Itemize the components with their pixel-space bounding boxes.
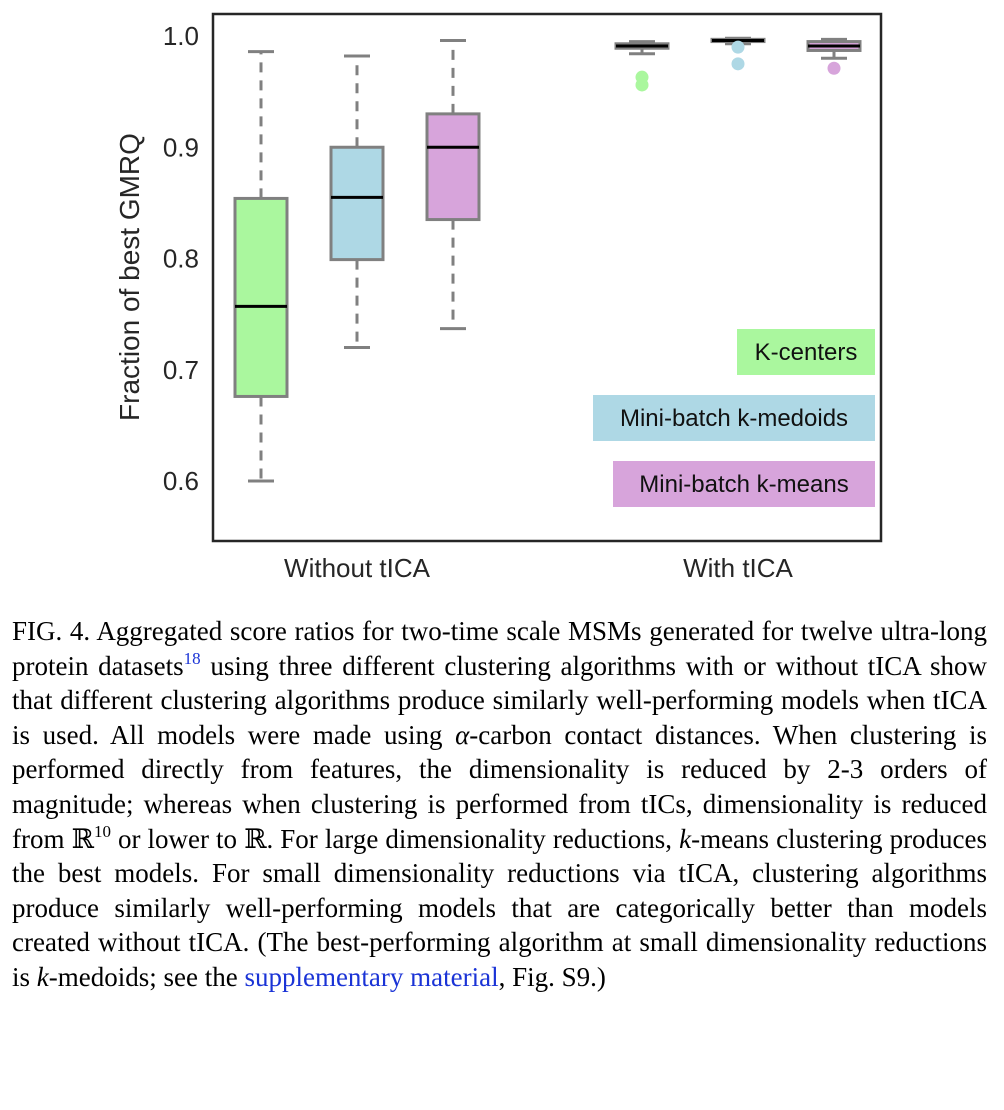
box-plot-chart: 0.6 0.7 0.8 0.9 1.0 Fraction of best GMRQ With…	[114, 12, 883, 583]
legend-label: Mini-batch k-medoids	[620, 405, 848, 432]
box	[233, 196, 289, 398]
figure-label: FIG. 4.	[12, 616, 91, 646]
citation-18[interactable]: 18	[183, 648, 201, 668]
y-axis-label: Fraction of best GMRQ	[114, 133, 145, 421]
legend-swatch	[593, 395, 875, 441]
legend-swatch	[613, 461, 875, 507]
y-tick-label: 0.8	[163, 244, 199, 274]
box	[329, 145, 385, 262]
outlier-point	[731, 57, 745, 71]
box	[425, 112, 481, 222]
outlier-point	[731, 40, 745, 54]
y-tick-label: 0.6	[163, 466, 199, 496]
y-tick-label: 0.7	[163, 355, 199, 385]
outlier-point	[635, 70, 649, 84]
figure-caption: FIG. 4. Aggregated score ratios for two-…	[12, 616, 988, 992]
y-tick-label: 0.9	[163, 132, 199, 162]
x-tick-label: With tICA	[683, 553, 793, 583]
legend-label: K-centers	[755, 339, 858, 366]
supplementary-material-link[interactable]: supplementary material	[244, 961, 499, 992]
outlier-point	[827, 61, 841, 75]
y-tick-label: 1.0	[163, 21, 199, 51]
x-tick-label: Without tICA	[284, 553, 431, 583]
plot-frame	[211, 12, 883, 543]
legend-swatch	[737, 329, 875, 375]
legend-label: Mini-batch k-means	[639, 471, 848, 498]
